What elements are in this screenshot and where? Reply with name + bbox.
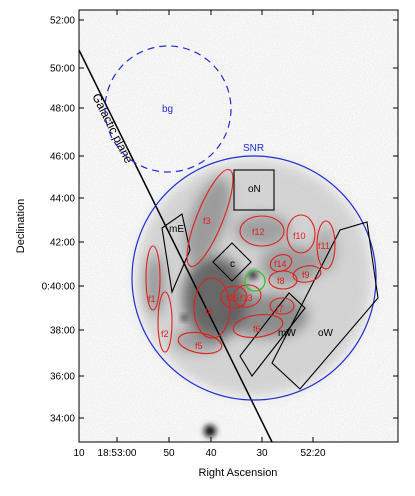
- y-tick-label: 44:00: [50, 194, 75, 205]
- region-label-f3: f3: [203, 216, 211, 226]
- region-label-f14: f14: [274, 259, 287, 269]
- y-tick-label: 38:00: [50, 326, 75, 337]
- bg-label: bg: [162, 104, 173, 115]
- box-mW: [239, 292, 306, 377]
- x-tick-label: 30: [256, 448, 268, 459]
- y-axis-label: Declination: [15, 199, 27, 253]
- region-f6: [232, 314, 284, 338]
- y-tick-label: 36:00: [50, 372, 75, 383]
- y-tick-label: 34:00: [50, 414, 75, 425]
- region-f1: [145, 245, 161, 311]
- plot-frame: [78, 9, 399, 443]
- region-label-f13: f13: [240, 293, 253, 303]
- region-label-f15: f15: [226, 293, 239, 303]
- y-tick-label: 42:00: [50, 238, 75, 249]
- box-label-mE: mE: [169, 224, 184, 235]
- y-tick-label: 46:00: [50, 152, 75, 163]
- region-label-f12: f12: [252, 227, 265, 237]
- region-label-f4: f4: [205, 307, 213, 317]
- x-tick-label: 52:20: [300, 448, 325, 459]
- box-label-oW: oW: [318, 328, 334, 339]
- region-f3: [186, 168, 234, 268]
- region-label-f6: f6: [253, 324, 261, 334]
- box-label-oN: oN: [248, 184, 261, 195]
- box-label-c: c: [230, 259, 235, 270]
- region-f9: [292, 265, 322, 283]
- galactic-plane-line: [78, 49, 273, 443]
- region-label-f8: f8: [277, 276, 285, 286]
- region-f14: [269, 254, 293, 272]
- region-label-f2: f2: [161, 329, 169, 339]
- region-f12: [239, 215, 285, 247]
- y-tick-label: 0:40:00: [42, 282, 76, 293]
- region-f11: [316, 220, 336, 270]
- x-tick-label: 18:53:00: [98, 448, 137, 459]
- box-label-mW: mW: [278, 328, 296, 339]
- box-c: [212, 242, 252, 282]
- region-f10: [286, 214, 316, 254]
- region-f5: [177, 331, 223, 355]
- green-marker: [244, 270, 266, 292]
- snr-circle: [131, 155, 377, 401]
- x-tick-label: 10: [73, 448, 85, 459]
- box-mE: [161, 213, 191, 294]
- region-f15: [220, 285, 248, 309]
- region-label-f10: f10: [293, 231, 306, 241]
- y-tick-label: 50:00: [50, 64, 75, 75]
- x-tick-label: 50: [163, 448, 175, 459]
- box-oN: [233, 169, 275, 211]
- region-label-f7: f7: [276, 304, 284, 314]
- xray-image: [79, 10, 398, 442]
- snr-label: SNR: [243, 143, 264, 154]
- x-axis-label: Right Ascension: [199, 467, 278, 479]
- bg-circle: [104, 45, 232, 173]
- box-oW: [271, 221, 379, 390]
- region-f2: [157, 291, 173, 353]
- region-label-f1: f1: [148, 294, 156, 304]
- y-tick-label: 52:00: [50, 16, 75, 27]
- region-label-f9: f9: [302, 270, 310, 280]
- region-label-f11: f11: [318, 241, 330, 251]
- region-f13: [232, 284, 262, 308]
- region-label-f5: f5: [195, 341, 203, 351]
- y-tick-label: 48:00: [50, 104, 75, 115]
- region-f7: [269, 297, 295, 315]
- x-tick-label: 40: [205, 448, 217, 459]
